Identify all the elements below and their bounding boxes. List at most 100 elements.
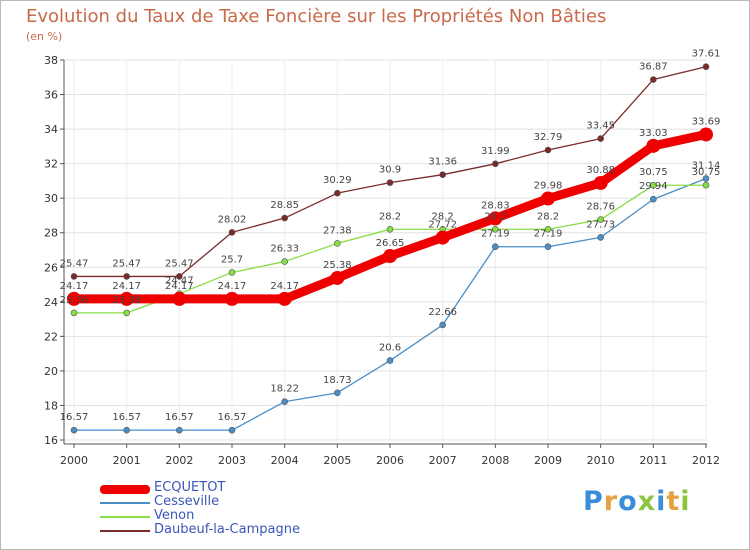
y-tick-label: 28 xyxy=(44,227,58,240)
data-point-cesseville xyxy=(176,426,183,434)
data-label-cesseville: 20.6 xyxy=(379,343,401,354)
data-label-cesseville: 27.19 xyxy=(534,229,563,240)
logo-letter: i xyxy=(680,486,691,517)
x-tick-label: 2005 xyxy=(323,454,351,467)
data-label-venon: 28.76 xyxy=(586,202,615,213)
y-tick-label: 22 xyxy=(44,330,58,343)
x-tick-label: 2009 xyxy=(534,454,562,467)
data-label-cesseville: 27.73 xyxy=(586,219,615,230)
legend-swatch xyxy=(100,530,150,532)
data-label-venon: 25.7 xyxy=(221,254,243,265)
data-label-venon: 28.2 xyxy=(537,211,559,222)
data-point-daubeuf-la-campagne xyxy=(123,273,130,280)
data-label-venon: 27.38 xyxy=(323,225,352,236)
x-tick-label: 2010 xyxy=(587,454,615,467)
data-label-venon: 23.36 xyxy=(60,295,89,306)
x-tick-label: 2003 xyxy=(218,454,246,467)
data-label-ecquetot: 30.88 xyxy=(586,165,615,176)
data-point-venon xyxy=(70,309,78,317)
data-point-ecquetot xyxy=(435,230,450,245)
data-point-cesseville xyxy=(492,243,499,251)
data-point-cesseville xyxy=(702,175,710,182)
data-point-ecquetot xyxy=(593,175,608,190)
data-point-cesseville xyxy=(281,398,288,405)
data-point-daubeuf-la-campagne xyxy=(281,214,288,222)
data-label-cesseville: 31.14 xyxy=(692,160,721,171)
legend-label: Daubeuf-la-Campagne xyxy=(154,522,300,537)
data-label-ecquetot: 33.69 xyxy=(692,116,721,127)
data-point-venon xyxy=(281,258,288,265)
data-label-ecquetot: 24.17 xyxy=(112,281,141,292)
data-point-venon xyxy=(544,225,552,233)
data-point-ecquetot xyxy=(646,138,661,153)
data-point-daubeuf-la-campagne xyxy=(702,63,710,71)
data-point-ecquetot xyxy=(699,127,713,142)
data-label-daubeuf-la-campagne: 31.99 xyxy=(481,146,510,157)
data-label-daubeuf-la-campagne: 37.61 xyxy=(692,49,721,60)
data-point-venon xyxy=(492,225,499,233)
logo-letter: P xyxy=(583,486,604,517)
data-label-ecquetot: 24.17 xyxy=(60,281,89,292)
data-label-venon: 28.2 xyxy=(432,211,454,222)
data-point-daubeuf-la-campagne xyxy=(492,160,499,168)
data-label-daubeuf-la-campagne: 25.47 xyxy=(165,258,194,269)
data-point-ecquetot xyxy=(172,291,187,306)
x-tick-label: 2001 xyxy=(113,454,141,467)
data-label-cesseville: 18.22 xyxy=(270,384,299,395)
x-tick-label: 2007 xyxy=(429,454,457,467)
x-tick-label: 2012 xyxy=(692,454,720,467)
data-label-ecquetot: 25.38 xyxy=(323,260,352,271)
logo-letter: o xyxy=(618,486,638,517)
legend-swatch xyxy=(100,516,150,518)
data-label-daubeuf-la-campagne: 31.36 xyxy=(428,157,457,168)
x-tick-label: 2000 xyxy=(60,454,88,467)
data-label-daubeuf-la-campagne: 32.79 xyxy=(534,132,563,143)
data-point-daubeuf-la-campagne xyxy=(386,179,394,186)
data-point-ecquetot xyxy=(383,249,397,264)
chart-title: Evolution du Taux de Taxe Foncière sur l… xyxy=(26,6,607,27)
data-point-ecquetot xyxy=(277,291,292,306)
x-tick-label: 2002 xyxy=(165,454,193,467)
data-point-venon xyxy=(334,240,341,247)
legend-label: ECQUETOT xyxy=(154,480,226,495)
data-point-cesseville xyxy=(597,234,604,241)
y-tick-label: 32 xyxy=(44,158,58,171)
data-label-ecquetot: 28.83 xyxy=(481,200,510,211)
legend-swatch xyxy=(100,502,150,504)
logo-letter: x xyxy=(637,486,657,517)
data-point-venon xyxy=(597,216,604,223)
data-label-ecquetot: 24.17 xyxy=(165,281,194,292)
y-tick-label: 18 xyxy=(44,399,58,412)
y-tick-label: 36 xyxy=(44,89,58,102)
legend-label: Venon xyxy=(154,508,195,523)
data-label-venon: 28.2 xyxy=(484,211,506,222)
y-tick-label: 20 xyxy=(44,365,58,378)
data-point-ecquetot xyxy=(67,291,81,306)
data-point-daubeuf-la-campagne xyxy=(650,76,657,83)
data-label-cesseville: 22.66 xyxy=(428,307,457,318)
data-point-daubeuf-la-campagne xyxy=(439,171,446,178)
data-label-daubeuf-la-campagne: 25.47 xyxy=(60,258,89,269)
y-tick-label: 30 xyxy=(44,192,58,205)
data-label-daubeuf-la-campagne: 36.87 xyxy=(639,62,668,73)
data-point-daubeuf-la-campagne xyxy=(228,229,236,236)
data-point-daubeuf-la-campagne xyxy=(544,146,552,154)
data-label-venon: 23.36 xyxy=(112,295,141,306)
data-point-daubeuf-la-campagne xyxy=(70,273,78,280)
data-point-cesseville xyxy=(439,321,446,329)
data-label-ecquetot: 24.17 xyxy=(218,281,247,292)
data-point-venon xyxy=(228,269,236,276)
data-label-daubeuf-la-campagne: 30.29 xyxy=(323,175,352,186)
proxiti-logo: Proxiti xyxy=(583,486,691,517)
x-tick-label: 2004 xyxy=(271,454,299,467)
data-label-cesseville: 16.57 xyxy=(165,412,194,423)
data-point-venon xyxy=(123,309,130,317)
y-tick-label: 38 xyxy=(44,54,58,67)
x-tick-label: 2011 xyxy=(639,454,667,467)
data-point-daubeuf-la-campagne xyxy=(334,189,341,197)
data-label-daubeuf-la-campagne: 33.45 xyxy=(586,121,615,132)
data-label-venon: 24.47 xyxy=(165,276,194,287)
data-label-cesseville: 18.73 xyxy=(323,375,352,386)
data-label-ecquetot: 29.98 xyxy=(534,181,563,192)
